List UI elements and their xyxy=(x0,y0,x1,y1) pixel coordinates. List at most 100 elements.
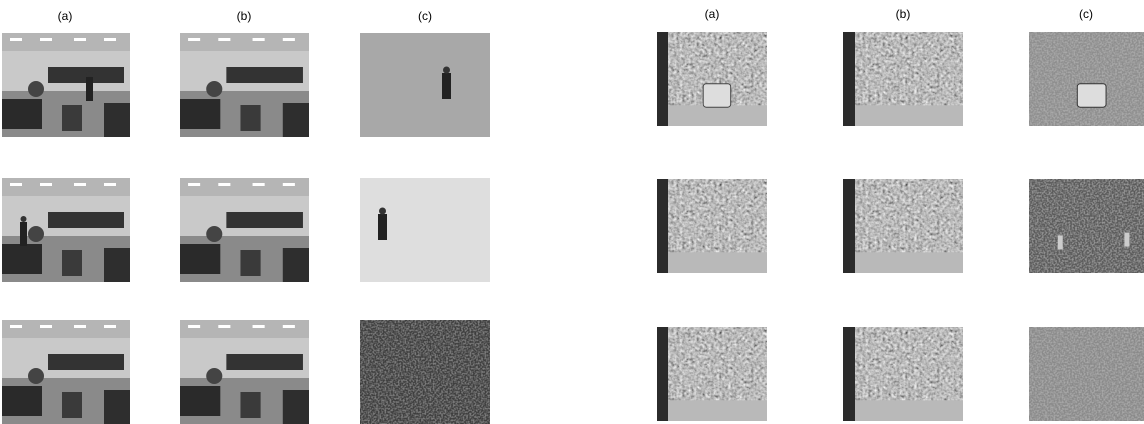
left-labels: (a) (b) (c) xyxy=(58,9,432,23)
person xyxy=(20,222,27,246)
road xyxy=(843,105,963,126)
cabinet xyxy=(226,212,303,228)
light xyxy=(104,325,116,328)
sofa xyxy=(2,99,42,129)
sofa xyxy=(104,103,130,137)
office-image xyxy=(2,178,130,282)
column-label: (b) xyxy=(237,9,252,23)
sofa xyxy=(180,386,220,416)
light xyxy=(40,38,52,41)
light xyxy=(74,183,86,186)
park-image xyxy=(843,327,963,421)
table xyxy=(240,392,260,418)
noise xyxy=(1029,327,1144,421)
ceiling xyxy=(2,320,130,338)
road xyxy=(657,252,767,273)
sofa xyxy=(283,390,309,424)
table xyxy=(62,392,82,418)
difference-image xyxy=(1029,32,1144,126)
trunk xyxy=(657,327,668,421)
trunk xyxy=(843,327,855,421)
foreground-image xyxy=(360,33,490,137)
column-label: (a) xyxy=(58,9,73,23)
trunk xyxy=(657,179,668,273)
person-head xyxy=(87,71,93,77)
plant xyxy=(206,81,222,97)
van xyxy=(1077,84,1106,108)
light xyxy=(74,38,86,41)
park-image xyxy=(843,179,963,273)
light xyxy=(188,38,200,41)
right-labels: (a) (b) (c) xyxy=(705,7,1093,21)
table xyxy=(240,250,260,276)
table xyxy=(62,250,82,276)
road xyxy=(657,105,767,126)
light xyxy=(10,325,22,328)
person xyxy=(378,214,387,240)
park-image xyxy=(657,327,767,421)
light xyxy=(74,325,86,328)
light xyxy=(104,38,116,41)
light xyxy=(218,183,230,186)
noise xyxy=(1029,32,1144,126)
light xyxy=(283,38,295,41)
ceiling xyxy=(180,320,309,338)
difference-image xyxy=(1029,327,1144,421)
light xyxy=(10,183,22,186)
light xyxy=(188,325,200,328)
road xyxy=(843,400,963,421)
trunk xyxy=(657,32,668,126)
office-image xyxy=(2,33,130,137)
trunk xyxy=(843,179,855,273)
light xyxy=(283,325,295,328)
sofa xyxy=(283,248,309,282)
light xyxy=(40,325,52,328)
background xyxy=(360,33,490,137)
cabinet xyxy=(48,354,124,370)
person-head xyxy=(21,216,27,222)
person xyxy=(1058,235,1063,249)
cabinet xyxy=(226,67,303,83)
light xyxy=(218,325,230,328)
sofa xyxy=(104,390,130,424)
noise xyxy=(360,320,490,424)
road xyxy=(657,400,767,421)
plant xyxy=(28,81,44,97)
cabinet xyxy=(226,354,303,370)
park-image xyxy=(843,32,963,126)
light xyxy=(188,183,200,186)
plant xyxy=(28,368,44,384)
sofa xyxy=(180,99,220,129)
office-image xyxy=(2,320,130,424)
light xyxy=(10,38,22,41)
road xyxy=(843,252,963,273)
figure: (a) (b) (c) (a) (b) (c) xyxy=(0,0,1144,424)
column-label: (b) xyxy=(896,7,911,21)
foreground-image xyxy=(360,320,490,424)
light xyxy=(40,183,52,186)
foliage-texture xyxy=(657,327,767,400)
column-label: (a) xyxy=(705,7,720,21)
light xyxy=(253,38,265,41)
sofa xyxy=(2,386,42,416)
noise xyxy=(1029,179,1144,273)
person xyxy=(442,73,451,99)
office-image xyxy=(180,33,309,137)
park-image xyxy=(657,179,767,273)
light xyxy=(283,183,295,186)
ceiling xyxy=(2,178,130,196)
ceiling xyxy=(180,178,309,196)
sofa xyxy=(104,248,130,282)
foliage-texture xyxy=(843,327,963,400)
light xyxy=(253,183,265,186)
ceiling xyxy=(2,33,130,51)
column-label: (c) xyxy=(418,9,432,23)
person-head xyxy=(379,208,386,215)
sofa xyxy=(180,244,220,274)
person-head xyxy=(443,67,450,74)
column-label: (c) xyxy=(1079,7,1093,21)
difference-image xyxy=(1029,179,1144,273)
foliage-texture xyxy=(843,179,963,252)
office-image xyxy=(180,320,309,424)
van xyxy=(703,84,731,108)
